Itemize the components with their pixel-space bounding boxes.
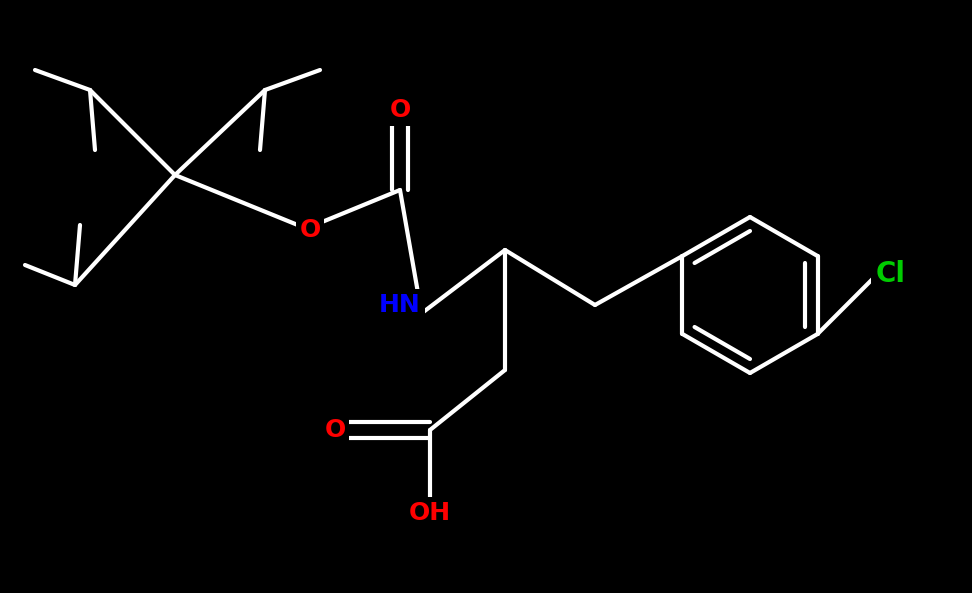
Text: OH: OH [409,501,451,525]
Text: O: O [325,418,346,442]
Text: Cl: Cl [876,260,906,288]
Text: O: O [299,218,321,242]
Text: HN: HN [379,293,421,317]
Text: O: O [390,98,410,122]
